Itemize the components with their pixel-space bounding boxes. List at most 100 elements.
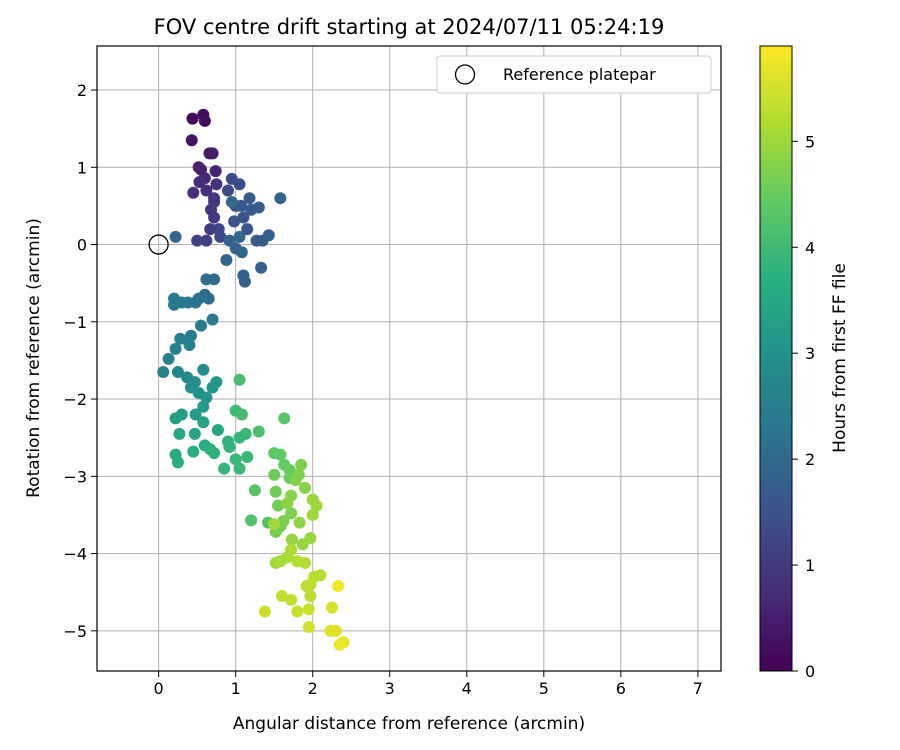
data-point xyxy=(235,246,248,259)
data-point xyxy=(285,593,298,606)
data-point xyxy=(304,532,317,545)
data-point xyxy=(241,223,254,236)
data-point xyxy=(255,261,268,274)
data-point xyxy=(302,620,315,633)
data-point xyxy=(223,440,236,453)
data-point xyxy=(268,518,281,531)
y-tick-label: −2 xyxy=(63,390,87,409)
data-point xyxy=(197,400,210,413)
data-point xyxy=(171,456,184,469)
data-point xyxy=(272,499,285,512)
data-point xyxy=(223,234,236,247)
data-point xyxy=(195,319,207,332)
x-tick-label: 2 xyxy=(308,679,318,698)
data-point xyxy=(248,484,261,497)
x-tick-label: 3 xyxy=(385,679,395,698)
data-point xyxy=(241,451,254,464)
data-point xyxy=(233,178,246,191)
data-point xyxy=(208,447,221,460)
data-point xyxy=(289,474,302,487)
data-point xyxy=(162,352,175,365)
data-point xyxy=(210,178,223,191)
data-point xyxy=(237,211,250,224)
data-point xyxy=(285,533,298,546)
data-point xyxy=(233,373,246,386)
colorbar-tick-label: 4 xyxy=(805,238,815,257)
data-point xyxy=(200,184,213,197)
data-point xyxy=(202,292,215,305)
y-tick-label: 0 xyxy=(77,236,87,255)
colorbar-tick-label: 5 xyxy=(805,132,815,151)
data-point xyxy=(220,253,233,266)
data-point xyxy=(169,230,182,243)
y-axis: −5 −4 −3 −2 −1 0 1 2 xyxy=(63,81,97,641)
colorbar-gradient xyxy=(759,45,793,672)
colorbar: 0 1 2 3 4 5 Hours from first FF file xyxy=(759,45,850,681)
colorbar-tick-label: 0 xyxy=(805,662,815,681)
data-point xyxy=(302,603,315,616)
data-point xyxy=(173,427,186,440)
data-point xyxy=(206,147,219,160)
data-point xyxy=(204,223,217,236)
data-point xyxy=(211,423,224,436)
data-point xyxy=(277,515,290,528)
x-axis: 0 1 2 3 4 5 6 7 xyxy=(154,671,703,698)
colorbar-ticks: 0 1 2 3 4 5 xyxy=(792,132,815,681)
x-tick-label: 1 xyxy=(231,679,241,698)
y-tick-label: −3 xyxy=(63,467,87,486)
data-point xyxy=(295,458,308,471)
x-tick-label: 7 xyxy=(693,679,703,698)
data-point xyxy=(228,215,241,228)
data-point xyxy=(218,462,231,475)
data-point xyxy=(291,605,304,618)
x-axis-label: Angular distance from reference (arcmin) xyxy=(233,714,585,734)
data-point xyxy=(221,184,234,197)
data-point xyxy=(268,468,281,481)
y-tick-label: −4 xyxy=(63,545,87,564)
reference-platepar-point xyxy=(148,234,169,255)
data-point xyxy=(310,499,323,512)
data-point xyxy=(157,366,170,379)
data-point xyxy=(269,485,282,498)
data-point xyxy=(206,313,219,326)
colorbar-label: Hours from first FF file xyxy=(830,263,850,453)
data-point xyxy=(169,342,182,355)
y-tick-label: −1 xyxy=(63,313,87,332)
data-point xyxy=(187,445,200,458)
data-point xyxy=(229,453,242,466)
legend-marker xyxy=(454,64,476,85)
data-point xyxy=(197,363,210,376)
legend: Reference platepar xyxy=(436,55,712,94)
x-tick-label: 4 xyxy=(462,679,472,698)
data-point xyxy=(200,234,213,247)
colorbar-tick-label: 1 xyxy=(805,556,815,575)
colorbar-tick-label: 2 xyxy=(805,450,815,469)
data-point xyxy=(245,514,258,527)
data-point xyxy=(293,516,306,529)
data-point xyxy=(193,175,206,188)
data-point xyxy=(209,165,222,178)
data-point xyxy=(200,273,213,286)
data-point xyxy=(174,332,187,345)
data-point xyxy=(169,412,182,425)
x-tick-label: 0 xyxy=(154,679,164,698)
data-point xyxy=(188,427,201,440)
data-point xyxy=(214,230,227,243)
data-point xyxy=(183,338,196,351)
data-point xyxy=(300,580,313,593)
legend-entry: Reference platepar xyxy=(503,65,656,84)
data-point xyxy=(187,186,200,199)
data-point xyxy=(225,196,238,209)
data-point xyxy=(275,590,288,603)
data-point xyxy=(210,376,223,389)
x-tick-label: 6 xyxy=(616,679,626,698)
data-point xyxy=(208,211,221,224)
data-points xyxy=(157,108,350,651)
y-tick-label: −5 xyxy=(63,622,87,641)
data-point xyxy=(262,229,275,242)
data-point xyxy=(306,508,319,521)
data-point xyxy=(238,275,251,288)
x-tick-label: 5 xyxy=(539,679,549,698)
y-tick-label: 2 xyxy=(77,81,87,100)
